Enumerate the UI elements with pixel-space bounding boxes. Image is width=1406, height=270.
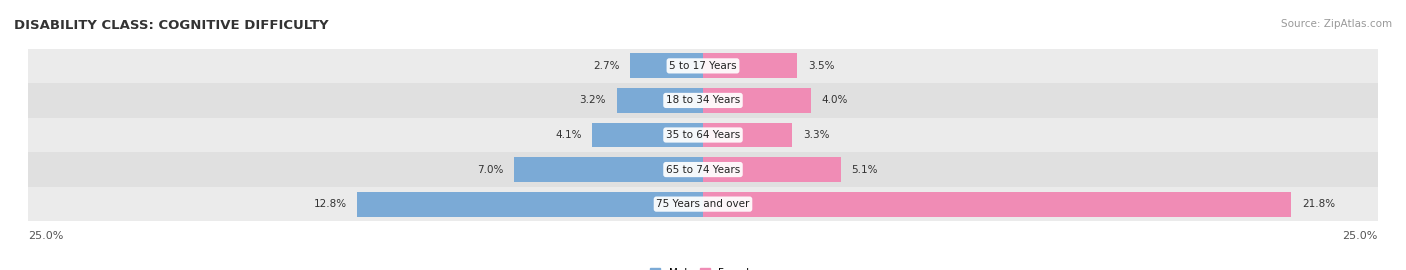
- Text: 4.1%: 4.1%: [555, 130, 582, 140]
- Bar: [703, 53, 797, 78]
- Text: Source: ZipAtlas.com: Source: ZipAtlas.com: [1281, 19, 1392, 29]
- Bar: [28, 187, 1378, 221]
- Bar: [28, 152, 1378, 187]
- Text: 21.8%: 21.8%: [1302, 199, 1336, 209]
- Text: 25.0%: 25.0%: [28, 231, 63, 241]
- Text: 3.3%: 3.3%: [803, 130, 830, 140]
- Bar: [28, 49, 1378, 83]
- Text: 5 to 17 Years: 5 to 17 Years: [669, 61, 737, 71]
- Text: 12.8%: 12.8%: [314, 199, 347, 209]
- Text: 7.0%: 7.0%: [477, 164, 503, 175]
- Legend: Male, Female: Male, Female: [645, 264, 761, 270]
- Bar: [630, 53, 703, 78]
- Text: 75 Years and over: 75 Years and over: [657, 199, 749, 209]
- Bar: [28, 118, 1378, 152]
- Bar: [617, 88, 703, 113]
- Bar: [703, 88, 811, 113]
- Text: 4.0%: 4.0%: [821, 95, 848, 106]
- Text: 18 to 34 Years: 18 to 34 Years: [666, 95, 740, 106]
- Bar: [592, 123, 703, 147]
- Bar: [28, 83, 1378, 118]
- Text: DISABILITY CLASS: COGNITIVE DIFFICULTY: DISABILITY CLASS: COGNITIVE DIFFICULTY: [14, 19, 329, 32]
- Bar: [515, 157, 703, 182]
- Text: 35 to 64 Years: 35 to 64 Years: [666, 130, 740, 140]
- Text: 25.0%: 25.0%: [1343, 231, 1378, 241]
- Bar: [703, 192, 1292, 217]
- Bar: [703, 123, 792, 147]
- Bar: [703, 157, 841, 182]
- Text: 5.1%: 5.1%: [852, 164, 877, 175]
- Text: 65 to 74 Years: 65 to 74 Years: [666, 164, 740, 175]
- Bar: [357, 192, 703, 217]
- Text: 3.2%: 3.2%: [579, 95, 606, 106]
- Text: 2.7%: 2.7%: [593, 61, 619, 71]
- Text: 3.5%: 3.5%: [808, 61, 835, 71]
